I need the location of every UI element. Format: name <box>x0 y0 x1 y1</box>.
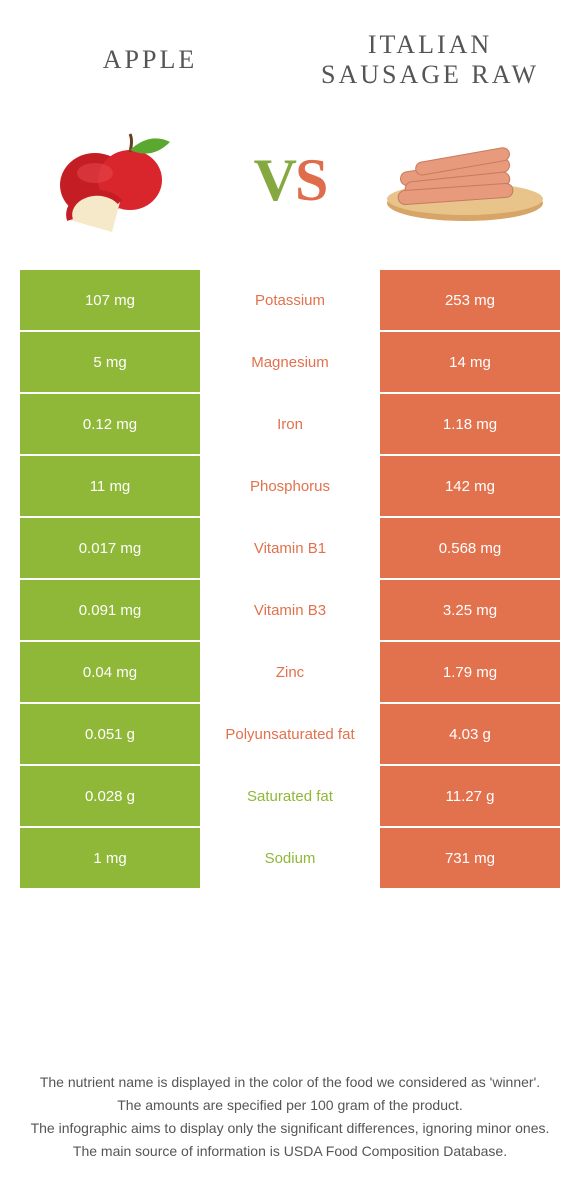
left-value: 0.12 mg <box>20 394 200 454</box>
table-row: 0.028 gSaturated fat11.27 g <box>20 766 560 828</box>
comparison-table: 107 mgPotassium253 mg5 mgMagnesium14 mg0… <box>20 270 560 890</box>
apple-image <box>30 120 210 240</box>
nutrient-label: Saturated fat <box>200 766 380 826</box>
right-value: 11.27 g <box>380 766 560 826</box>
table-row: 11 mgPhosphorus142 mg <box>20 456 560 518</box>
nutrient-label: Magnesium <box>200 332 380 392</box>
table-row: 0.017 mgVitamin B10.568 mg <box>20 518 560 580</box>
table-row: 0.04 mgZinc1.79 mg <box>20 642 560 704</box>
header: Apple Italian sausage raw <box>0 0 580 100</box>
nutrient-label: Potassium <box>200 270 380 330</box>
left-value: 5 mg <box>20 332 200 392</box>
hero-row: VS <box>0 100 580 270</box>
nutrient-label: Polyunsaturated fat <box>200 704 380 764</box>
right-value: 731 mg <box>380 828 560 888</box>
right-value: 142 mg <box>380 456 560 516</box>
right-food-title: Italian sausage raw <box>320 30 540 90</box>
right-value: 3.25 mg <box>380 580 560 640</box>
left-value: 0.017 mg <box>20 518 200 578</box>
table-row: 5 mgMagnesium14 mg <box>20 332 560 394</box>
table-row: 0.051 gPolyunsaturated fat4.03 g <box>20 704 560 766</box>
nutrient-label: Iron <box>200 394 380 454</box>
nutrient-label: Vitamin B3 <box>200 580 380 640</box>
left-value: 0.04 mg <box>20 642 200 702</box>
vs-v: V <box>254 147 295 213</box>
footer-line-3: The infographic aims to display only the… <box>30 1118 550 1139</box>
nutrient-label: Vitamin B1 <box>200 518 380 578</box>
table-row: 0.12 mgIron1.18 mg <box>20 394 560 456</box>
sausage-image <box>370 120 550 240</box>
vs-label: VS <box>254 146 327 215</box>
footer-line-2: The amounts are specified per 100 gram o… <box>30 1095 550 1116</box>
footer-notes: The nutrient name is displayed in the co… <box>0 1072 580 1164</box>
left-value: 1 mg <box>20 828 200 888</box>
right-value: 253 mg <box>380 270 560 330</box>
left-value: 107 mg <box>20 270 200 330</box>
table-row: 1 mgSodium731 mg <box>20 828 560 890</box>
vs-s: S <box>295 147 326 213</box>
footer-line-1: The nutrient name is displayed in the co… <box>30 1072 550 1093</box>
footer-line-4: The main source of information is USDA F… <box>30 1141 550 1162</box>
nutrient-label: Sodium <box>200 828 380 888</box>
right-value: 1.18 mg <box>380 394 560 454</box>
left-food-title: Apple <box>40 45 260 75</box>
left-value: 0.028 g <box>20 766 200 826</box>
right-value: 4.03 g <box>380 704 560 764</box>
right-value: 1.79 mg <box>380 642 560 702</box>
nutrient-label: Zinc <box>200 642 380 702</box>
right-value: 14 mg <box>380 332 560 392</box>
table-row: 107 mgPotassium253 mg <box>20 270 560 332</box>
left-value: 0.051 g <box>20 704 200 764</box>
nutrient-label: Phosphorus <box>200 456 380 516</box>
right-value: 0.568 mg <box>380 518 560 578</box>
left-value: 11 mg <box>20 456 200 516</box>
left-value: 0.091 mg <box>20 580 200 640</box>
table-row: 0.091 mgVitamin B33.25 mg <box>20 580 560 642</box>
